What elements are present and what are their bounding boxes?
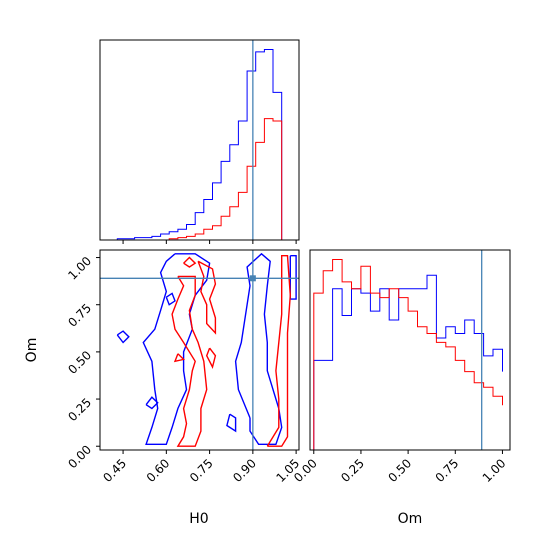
h0-tick-label: 0.75 [187, 456, 216, 485]
om-x-tick-label: 0.75 [433, 456, 462, 485]
x-axis-label-h0: H0 [189, 511, 208, 527]
om-histograms [313, 259, 503, 450]
om-x-tick-label: 1.00 [480, 456, 509, 485]
h0-histogram-blue [116, 49, 283, 240]
red-contour-3 [205, 347, 217, 369]
y-axis-label-om: Om [24, 338, 40, 363]
om-tick-label: 0.00 [65, 442, 94, 471]
om-histogram-blue [313, 274, 503, 450]
h0-marginal-panel [99, 39, 300, 244]
blue-contour-5 [165, 292, 176, 306]
blue-contour-1 [234, 252, 283, 445]
joint-frame [99, 249, 300, 451]
contours [116, 252, 297, 447]
red-contour-0 [171, 275, 208, 447]
h0-tick-label: 0.90 [230, 456, 259, 485]
om-x-tick-label: 0.50 [385, 456, 414, 485]
om-tick-label: 1.00 [65, 254, 94, 283]
h0-om-contour-panel: 0.45 0.60 0.75 0.90 1.050.000.250.500.751.00 [65, 249, 302, 485]
h0-histogram-red [168, 118, 283, 240]
om-tick-label: 0.75 [65, 301, 94, 330]
blue-contour-2 [226, 413, 237, 433]
h0-tick-label: 0.45 [100, 456, 129, 485]
h0-marginal-frame [99, 39, 300, 241]
red-contour-2 [183, 256, 197, 268]
om-tick-label: 0.25 [65, 395, 94, 424]
x-axis-label-om: Om [398, 511, 423, 527]
om-marginal-panel: 0.00 0.25 0.50 0.75 1.00 [291, 249, 511, 485]
h0-histograms [116, 49, 283, 240]
blue-contour-3 [116, 330, 130, 344]
om-marginal-frame [309, 249, 511, 451]
om-x-tick-label: 0.25 [338, 456, 367, 485]
h0-tick-label: 0.60 [144, 456, 173, 485]
om-histogram-red [313, 259, 503, 450]
red-contour-1 [197, 260, 217, 335]
truth-marker [249, 275, 256, 282]
red-contour-5 [266, 255, 292, 447]
blue-contour-6 [289, 255, 297, 300]
blue-contour-4 [145, 396, 159, 410]
om-tick-label: 0.50 [65, 348, 94, 377]
red-contour-4 [173, 353, 186, 363]
